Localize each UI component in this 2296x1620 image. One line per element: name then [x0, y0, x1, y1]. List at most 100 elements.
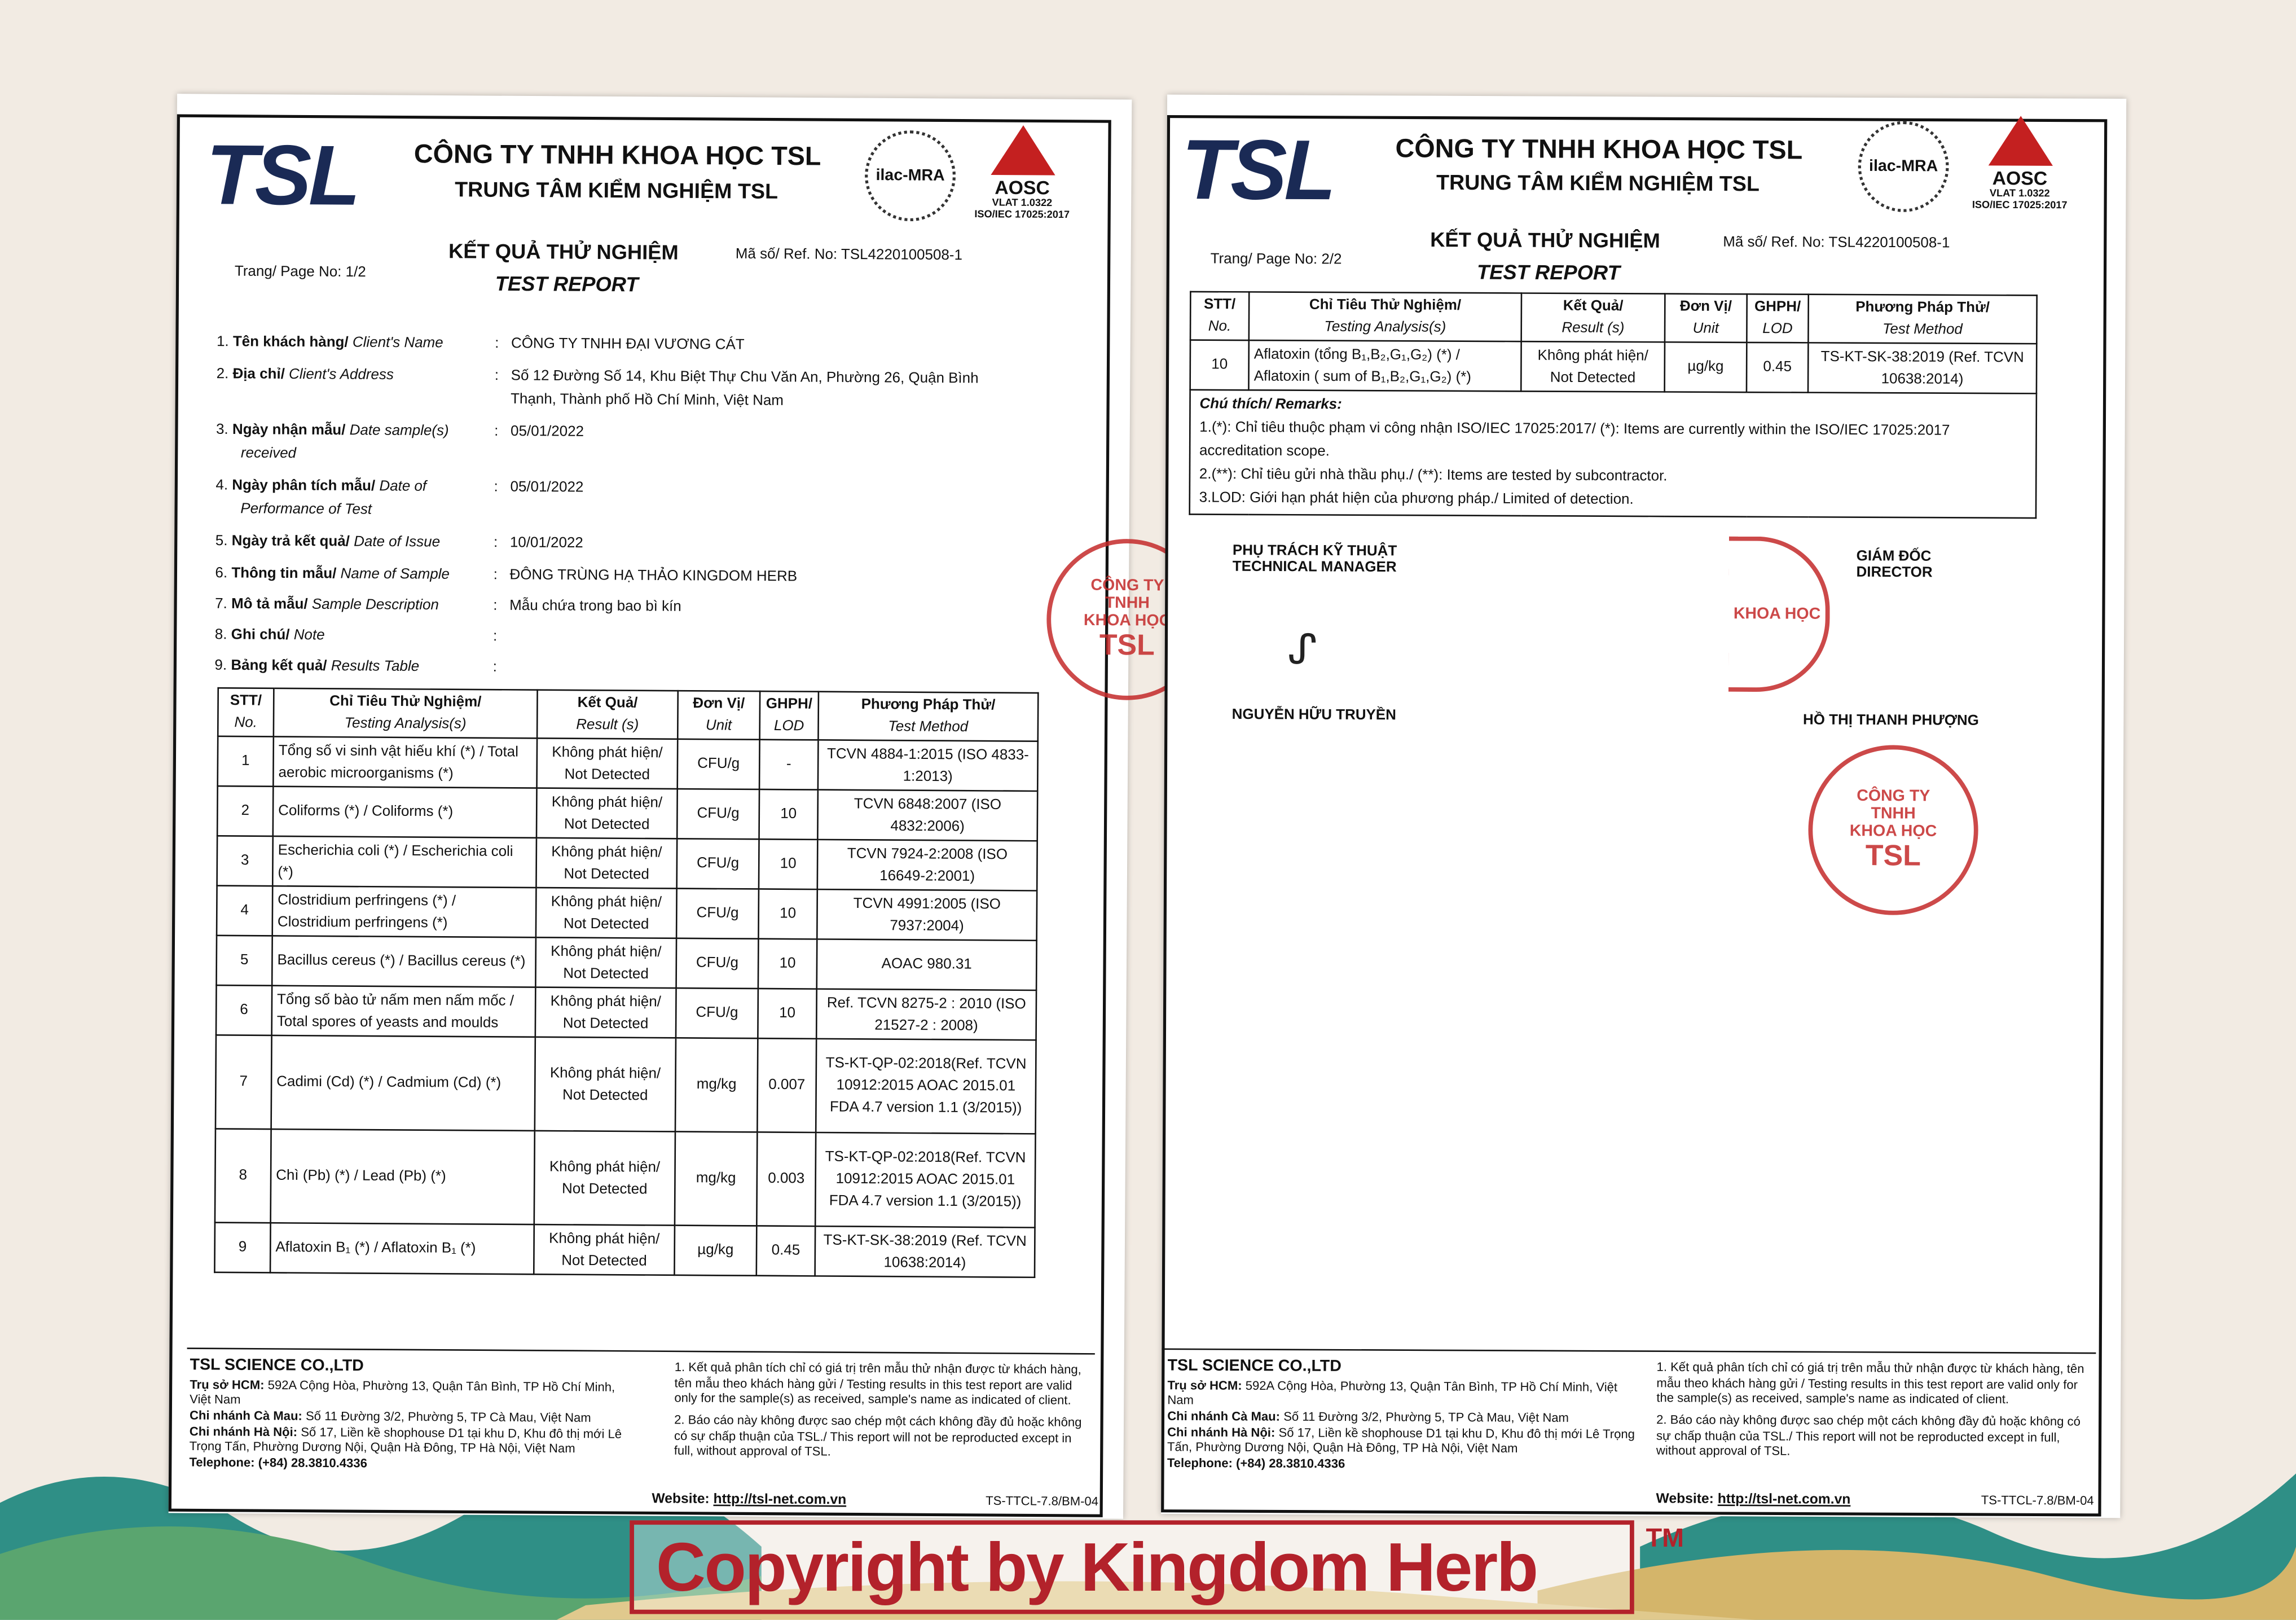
cell-no: 2 [217, 786, 274, 836]
form-code: TS-TTCL-7.8/BM-04 [1981, 1492, 2094, 1508]
field-4: 4. Ngày phân tích mẫu/ Date of Performanc… [215, 477, 427, 519]
cell-unit: mg/kg [674, 1131, 758, 1226]
cell-lod: 0.45 [1746, 342, 1809, 393]
aosc-logo: AOSC VLAT 1.0322 ISO/IEC 17025:2017 [974, 125, 1070, 222]
company-name: CÔNG TY TNHH KHOA HỌC TSL [414, 139, 821, 171]
cell-unit: CFU/g [676, 988, 758, 1039]
field-5: 5. Ngày trả kết quả/ Date of Issue [215, 533, 441, 551]
cell-lod: 0.007 [757, 1038, 817, 1132]
reference-number: Mã số/ Ref. No: TSL4220100508-1 [735, 246, 963, 264]
client-info-list: 1. Tên khách hàng/ Client's Name: CÔNG T… [177, 94, 1132, 675]
report-title-vi: KẾT QUẢ THỬ NGHIỆM [448, 239, 679, 264]
director-name: HỒ THỊ THANH PHƯỢNG [1802, 712, 1979, 730]
center-name: TRUNG TÂM KIỂM NGHIỆM TSL [1436, 172, 1760, 197]
watermark-text: Copyright by Kingdom Herb [656, 1527, 1538, 1605]
field-value: : [492, 659, 505, 676]
table-row: 6 Tổng số bào tử nấm men nấm mốc / Total … [215, 985, 1037, 1041]
table-row: 2 Coliforms (*) / Coliforms (*) Không phát… [217, 786, 1038, 841]
table-row: 5 Bacillus cereus (*) / Bacillus cereus (… [216, 935, 1037, 990]
footer-address: TSL SCIENCE CO.,LTD Trụ sở HCM: 592A Cộn… [1167, 1357, 1635, 1471]
technical-manager-name: NGUYỄN HỮU TRUYỀN [1231, 707, 1396, 724]
cell-method: TCVN 4884-1:2015 (ISO 4833-1:2013) [817, 740, 1038, 791]
website-link[interactable]: Website: http://tsl-net.com.vn [652, 1491, 847, 1509]
trademark-symbol: TM [1646, 1523, 1684, 1553]
field-6: 6. Thông tin mẫu/ Name of Sample [215, 565, 450, 583]
cell-analysis: Cadimi (Cd) (*) / Cadmium (Cd) (*) [271, 1035, 535, 1131]
field-8: 8. Ghi chú/ Note [214, 627, 325, 644]
column-header: Chỉ Tiêu Thử Nghiệm/Testing Analysis(s) [273, 688, 538, 739]
ilac-mra-logo: ilac-MRA [1858, 121, 1949, 213]
field-3: 3. Ngày nhận mẫu/ Date sample(s) received [215, 422, 449, 462]
field-value: : 05/01/2022 [494, 479, 584, 497]
table-row: 7 Cadimi (Cd) (*) / Cadmium (Cd) (*) Không… [215, 1035, 1036, 1134]
column-header: STT/No. [1190, 291, 1250, 341]
field-value: : [492, 629, 505, 646]
tsl-logo: TSL [1181, 122, 1334, 218]
cell-no: 9 [214, 1222, 271, 1273]
cell-unit: CFU/g [676, 888, 759, 939]
test-report-page-1: TSL CÔNG TY TNHH KHOA HỌC TSL TRUNG TÂM … [168, 94, 1208, 1519]
footer-notes: 1. Kết quả phân tích chỉ có giá trị trên… [1656, 1359, 2084, 1459]
cell-method: TCVN 7924-2:2008 (ISO 16649-2:2001) [817, 839, 1037, 891]
cell-lod: 10 [758, 938, 817, 989]
cell-lod: 0.45 [756, 1226, 816, 1276]
cell-analysis: Bacillus cereus (*) / Bacillus cereus (*… [272, 936, 536, 987]
field-9: 9. Bảng kết quả/ Results Table [214, 657, 420, 675]
field-7: 7. Mô tả mẫu/ Sample Description [215, 596, 439, 614]
cell-result: Không phát hiện/ Not Detected [1521, 341, 1665, 392]
cell-lod: 0.003 [756, 1132, 816, 1227]
report-title-vi: KẾT QUẢ THỬ NGHIỆM [1430, 227, 1660, 252]
footer-address: TSL SCIENCE CO.,LTD Trụ sở HCM: 592A Cộn… [189, 1356, 622, 1470]
director-title: GIÁM ĐỐC DIRECTOR [1856, 548, 1933, 582]
cell-result: Không phát hiện/ Not Detected [536, 837, 678, 889]
cell-lod: 10 [758, 889, 817, 939]
cell-method: TCVN 6848:2007 (ISO 4832:2006) [817, 789, 1038, 841]
cell-result: Không phát hiện/ Not Detected [535, 987, 676, 1038]
cell-result: Không phát hiện/ Not Detected [534, 1130, 675, 1226]
cell-no: 7 [215, 1035, 272, 1130]
company-name: CÔNG TY TNHH KHOA HỌC TSL [1395, 133, 1803, 165]
aosc-logo: AOSC VLAT 1.0322 ISO/IEC 17025:2017 [1972, 116, 2068, 212]
column-header: GHPH/LOD [1747, 294, 1809, 343]
form-code: TS-TTCL-7.8/BM-04 [986, 1493, 1099, 1509]
cell-lod: 10 [759, 789, 818, 840]
cell-analysis: Clostridium perfringens (*) / Clostridiu… [272, 886, 536, 938]
cell-no: 3 [217, 836, 273, 886]
cell-no: 10 [1190, 340, 1249, 390]
results-table: STT/No. Chỉ Tiêu Thử Nghiệm/Testing Analy… [1189, 291, 2038, 519]
page-number: Trang/ Page No: 2/2 [1210, 251, 1342, 269]
column-header: Kết Quả/Result (s) [1521, 293, 1665, 343]
field-value: : Mẫu chứa trong bao bì kín [493, 598, 681, 616]
cell-result: Không phát hiện/ Not Detected [536, 738, 678, 789]
table-row: 3 Escherichia coli (*) / Escherichia coli… [217, 836, 1037, 891]
field-value: : CÔNG TY TNHH ĐẠI VƯƠNG CÁT [495, 336, 745, 354]
cell-unit: CFU/g [676, 938, 759, 989]
cell-method: Ref. TCVN 8275-2 : 2010 (ISO 21527-2 : 2… [816, 989, 1037, 1041]
cell-analysis: Escherichia coli (*) / Escherichia coli … [272, 836, 536, 888]
cell-unit: CFU/g [677, 739, 760, 789]
cell-lod: 10 [758, 988, 817, 1039]
cell-analysis: Chì (Pb) (*) / Lead (Pb) (*) [270, 1129, 535, 1225]
table-row: 4 Clostridium perfringens (*) / Clostridi… [217, 885, 1037, 941]
cell-lod: - [759, 739, 819, 790]
technical-manager-title: PHỤ TRÁCH KỸ THUẬT TECHNICAL MANAGER [1232, 543, 1397, 576]
cell-no: 6 [215, 985, 272, 1035]
cell-analysis: Tổng số bào tử nấm men nấm mốc / Total s… [271, 985, 536, 1037]
watermark-box [630, 1520, 1634, 1614]
ilac-mra-logo: ilac-MRA [864, 130, 956, 222]
column-header: Kết Quả/Result (s) [537, 690, 678, 739]
field-value: : ĐÔNG TRÙNG HẠ THẢO KINGDOM HERB [493, 567, 798, 586]
cell-result: Không phát hiện/ Not Detected [535, 888, 677, 938]
center-name: TRUNG TÂM KIỂM NGHIỆM TSL [455, 179, 778, 205]
cell-result: Không phát hiện/ Not Detected [534, 1224, 675, 1275]
table-row: 9 Aflatoxin B₁ (*) / Aflatoxin B₁ (*) Khôn… [214, 1222, 1035, 1277]
cell-unit: µg/kg [1664, 342, 1747, 393]
column-header: Phương Pháp Thử/Test Method [818, 691, 1039, 741]
company-stamp: CÔNG TY TNHH KHOA HỌC TSL [1807, 744, 1979, 916]
column-header: Phương Pháp Thử/Test Method [1808, 294, 2037, 344]
cell-analysis: Coliforms (*) / Coliforms (*) [272, 786, 537, 838]
table-row: 10 Aflatoxin (tổng B₁,B₂,G₁,G₂) (*) / Afl… [1190, 340, 2037, 394]
cell-method: TS-KT-SK-38:2019 (Ref. TCVN 10638:2014) [1807, 343, 2037, 394]
website-link[interactable]: Website: http://tsl-net.com.vn [1656, 1491, 1851, 1508]
cell-analysis: Aflatoxin (tổng B₁,B₂,G₁,G₂) (*) / Aflat… [1248, 340, 1521, 392]
